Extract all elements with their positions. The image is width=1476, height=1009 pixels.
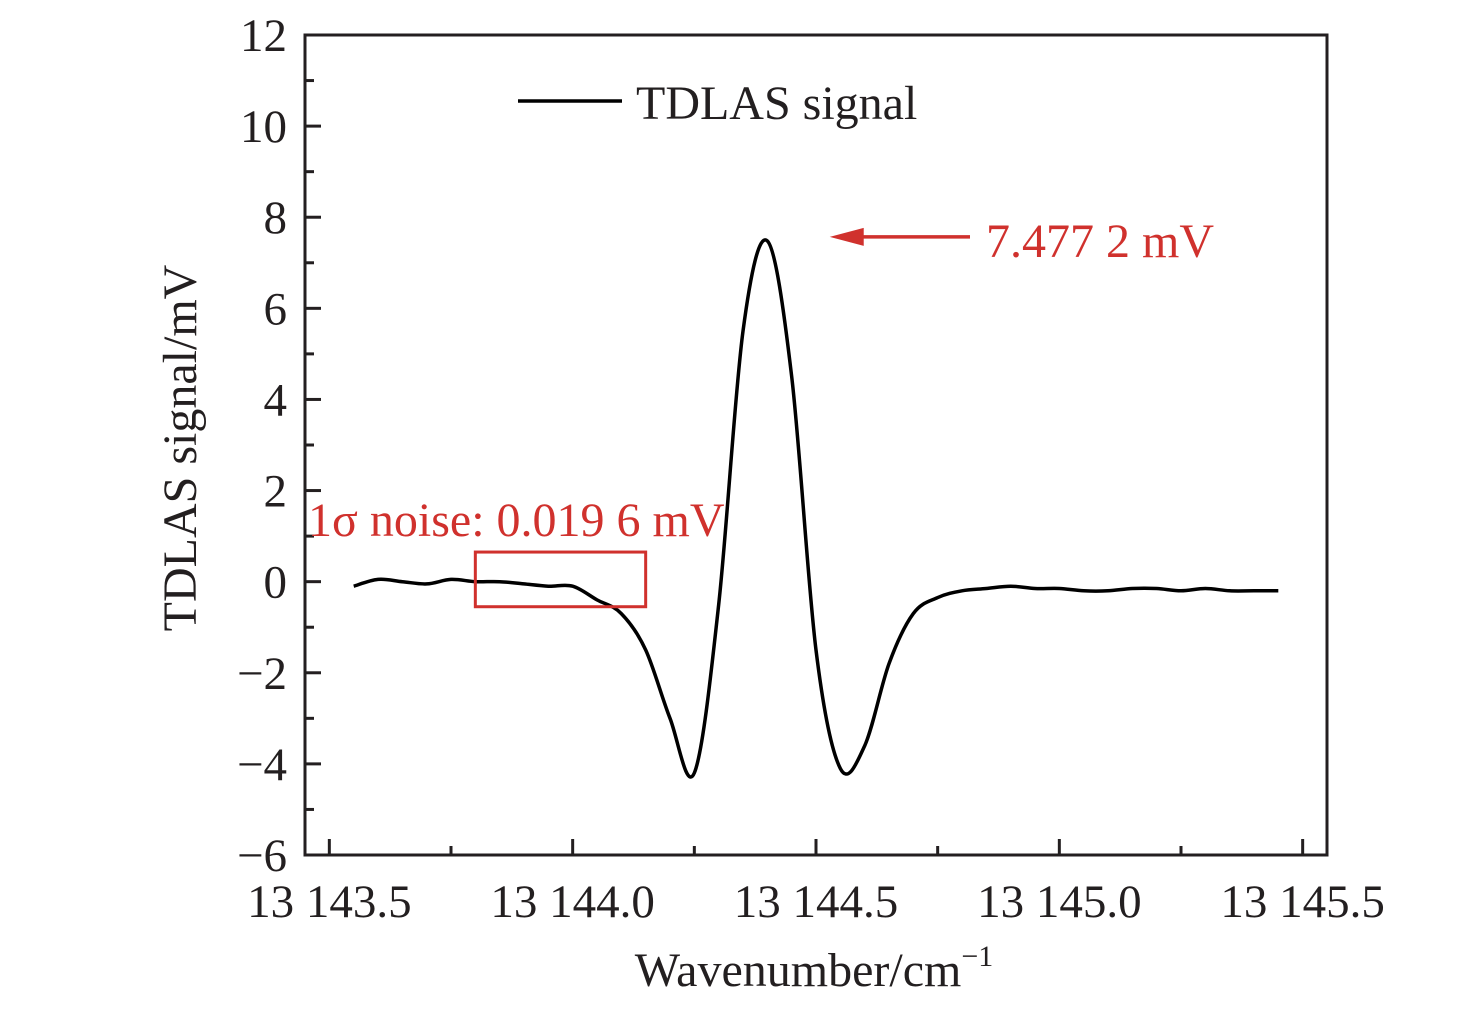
x-axis-title-main: Wavenumber/cm: [635, 944, 962, 997]
x-tick-label: 13 145.0: [977, 876, 1142, 928]
y-tick-label: 8: [264, 192, 288, 244]
y-tick-label: 6: [264, 283, 288, 335]
x-axis-title: Wavenumber/cm−1: [635, 940, 994, 997]
series-layer: [353, 238, 1279, 779]
noise-region-box: [473, 550, 648, 609]
legend-label: TDLAS signal: [636, 77, 917, 130]
x-tick-label: 13 144.5: [734, 876, 899, 928]
noise-annotation: 1σ noise: 0.019 6 mV: [308, 494, 725, 609]
y-tick-label: 4: [264, 374, 288, 426]
y-tick-label: −4: [237, 739, 287, 791]
y-tick-label: 0: [264, 557, 288, 609]
ticks-layer: [305, 33, 1305, 857]
y-tick-label: 2: [264, 466, 288, 518]
peak-arrow-head: [829, 227, 864, 246]
tick-labels-layer: −6 −4 −2 0 2 4 6 8 10 12 13 143.5 13 144.0 13 144.5 1…: [237, 10, 1385, 928]
x-tick-label: 13 143.5: [247, 876, 412, 928]
y-tick-label: −6: [237, 830, 287, 882]
x-tick-label: 13 145.5: [1220, 876, 1385, 928]
noise-label: 1σ noise: 0.019 6 mV: [308, 494, 725, 547]
peak-annotation: 7.477 2 mV: [829, 215, 1214, 268]
y-tick-label: −2: [237, 648, 287, 700]
y-axis-title: TDLAS signal/mV: [154, 264, 207, 631]
y-tick-label: 12: [240, 10, 287, 62]
series-line: [353, 238, 1279, 779]
x-tick-label: 13 144.0: [490, 876, 655, 928]
x-axis-title-superscript: −1: [961, 940, 993, 973]
plot-frame: [303, 33, 1329, 857]
peak-label: 7.477 2 mV: [986, 215, 1214, 268]
y-tick-label: 10: [240, 101, 287, 153]
